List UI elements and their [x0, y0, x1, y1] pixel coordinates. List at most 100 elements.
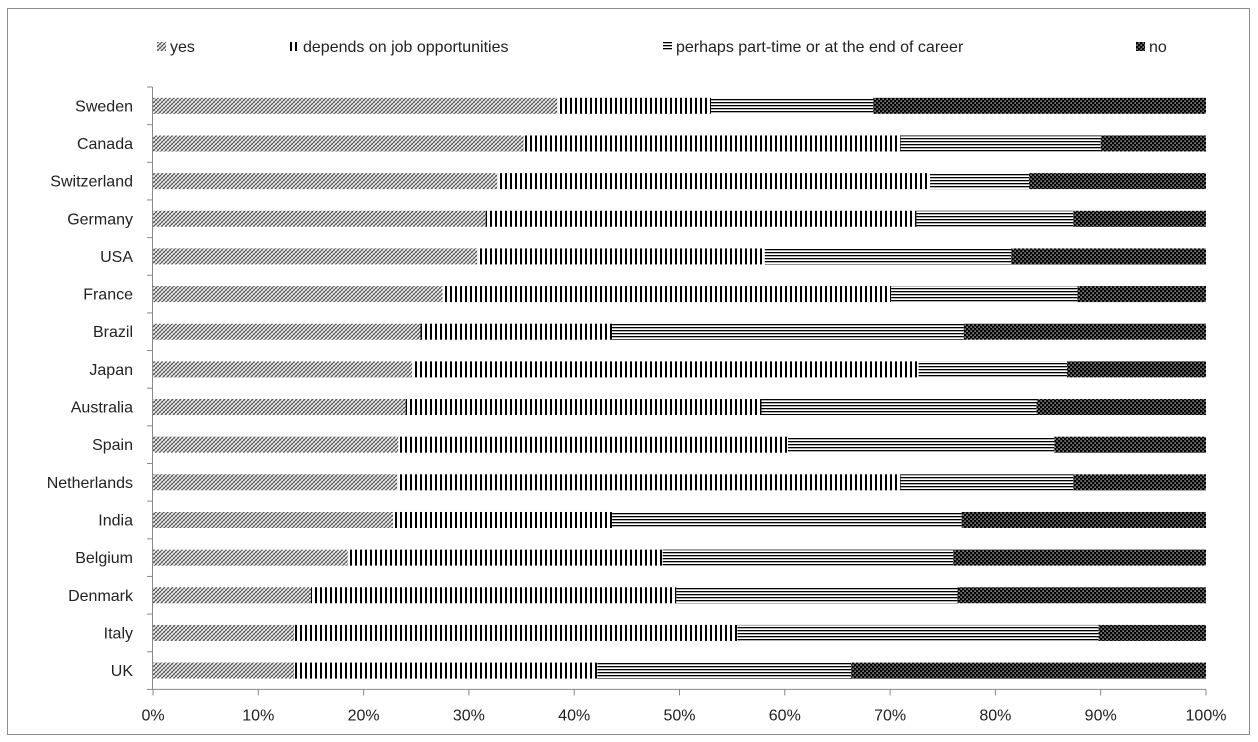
bar-india-perhaps-part-time-or-at-the-end-of-career [612, 511, 962, 528]
legend-label: yes [170, 39, 195, 56]
x-tick-label: 50% [663, 707, 695, 724]
bar-netherlands-perhaps-part-time-or-at-the-end-of-career [900, 474, 1074, 491]
bar-india-depends-on-job-opportunities [393, 511, 613, 528]
x-tick-label: 80% [979, 707, 1011, 724]
bar-france-yes [153, 286, 443, 303]
legend-label: perhaps part-time or at the end of caree… [676, 39, 964, 56]
category-label-uk: UK [111, 663, 134, 680]
bar-belgium-yes [153, 549, 348, 566]
bar-usa-perhaps-part-time-or-at-the-end-of-career [764, 248, 1012, 265]
bar-japan-no [1067, 361, 1206, 378]
legend-label: no [1149, 39, 1167, 56]
bar-australia-perhaps-part-time-or-at-the-end-of-career [761, 399, 1037, 416]
bar-belgium-depends-on-job-opportunities [347, 549, 663, 566]
x-tick-label: 100% [1186, 707, 1227, 724]
bar-australia-no [1036, 399, 1206, 416]
axes: Sweden Canada Switzerland Germany USA France B… [47, 86, 1227, 724]
bar-usa-depends-on-job-opportunities [477, 248, 765, 265]
x-tick-label: 0% [141, 707, 164, 724]
bar-france-no [1077, 286, 1206, 303]
bar-canada-yes [153, 135, 524, 152]
bar-brazil-perhaps-part-time-or-at-the-end-of-career [612, 323, 964, 340]
bar-sweden-yes [153, 97, 558, 114]
category-label-usa: USA [100, 249, 133, 266]
category-label-brazil: Brazil [93, 324, 133, 341]
bar-uk-yes [153, 662, 295, 679]
bar-brazil-depends-on-job-opportunities [420, 323, 613, 340]
bar-italy-yes [153, 624, 295, 641]
legend: yes depends on job opportunities perhaps p… [157, 39, 1167, 56]
bar-sweden-depends-on-job-opportunities [557, 97, 712, 114]
bar-uk-depends-on-job-opportunities [294, 662, 598, 679]
bar-france-depends-on-job-opportunities [442, 286, 892, 303]
bar-switzerland-yes [153, 173, 498, 190]
x-tick-label: 30% [453, 707, 485, 724]
legend-swatch [663, 42, 672, 51]
x-tick-label: 70% [874, 707, 906, 724]
bar-netherlands-depends-on-job-opportunities [397, 474, 901, 491]
bar-brazil-yes [153, 323, 421, 340]
bar-spain-depends-on-job-opportunities [398, 436, 788, 453]
legend-item-perhaps-part-time-or-at-the-end-of-career: perhaps part-time or at the end of caree… [663, 39, 964, 56]
bar-italy-depends-on-job-opportunities [294, 624, 738, 641]
bar-uk-no [851, 662, 1206, 679]
x-tick-label: 40% [558, 707, 590, 724]
bar-brazil-no [963, 323, 1206, 340]
bar-spain-no [1054, 436, 1206, 453]
bar-australia-depends-on-job-opportunities [405, 399, 762, 416]
bar-switzerland-perhaps-part-time-or-at-the-end-of-career [930, 173, 1030, 190]
bar-japan-perhaps-part-time-or-at-the-end-of-career [918, 361, 1068, 378]
bar-germany-depends-on-job-opportunities [485, 210, 917, 227]
bar-canada-perhaps-part-time-or-at-the-end-of-career [900, 135, 1101, 152]
category-label-canada: Canada [77, 136, 133, 153]
bar-switzerland-no [1029, 173, 1206, 190]
bar-denmark-yes [153, 587, 311, 604]
legend-swatch [157, 42, 166, 51]
bar-italy-perhaps-part-time-or-at-the-end-of-career [737, 624, 1099, 641]
chart-border [7, 8, 1250, 735]
bar-italy-no [1098, 624, 1206, 641]
bar-belgium-perhaps-part-time-or-at-the-end-of-career [662, 549, 954, 566]
bar-netherlands-yes [153, 474, 398, 491]
category-label-sweden: Sweden [75, 98, 133, 115]
bar-india-no [961, 511, 1206, 528]
category-label-switzerland: Switzerland [50, 174, 133, 191]
legend-label: depends on job opportunities [303, 39, 509, 56]
category-label-spain: Spain [92, 437, 133, 454]
category-label-netherlands: Netherlands [47, 475, 133, 492]
x-tick-label: 10% [242, 707, 274, 724]
bar-denmark-perhaps-part-time-or-at-the-end-of-career [676, 587, 958, 604]
bar-netherlands-no [1073, 474, 1206, 491]
bar-germany-no [1073, 210, 1206, 227]
legend-swatch [1136, 42, 1145, 51]
bar-spain-perhaps-part-time-or-at-the-end-of-career [787, 436, 1055, 453]
bar-japan-depends-on-job-opportunities [412, 361, 919, 378]
legend-swatch [290, 42, 299, 51]
bar-sweden-perhaps-part-time-or-at-the-end-of-career [711, 97, 874, 114]
bar-india-yes [153, 511, 394, 528]
bar-switzerland-depends-on-job-opportunities [497, 173, 931, 190]
bar-sweden-no [873, 97, 1206, 114]
bar-france-perhaps-part-time-or-at-the-end-of-career [891, 286, 1078, 303]
category-label-belgium: Belgium [75, 550, 133, 567]
bar-belgium-no [953, 549, 1206, 566]
category-label-france: France [83, 287, 133, 304]
category-label-italy: Italy [104, 625, 133, 642]
category-label-japan: Japan [89, 362, 133, 379]
bar-japan-yes [153, 361, 413, 378]
legend-item-yes: yes [157, 39, 195, 56]
category-label-germany: Germany [67, 211, 133, 228]
x-tick-label: 90% [1085, 707, 1117, 724]
x-tick-label: 60% [769, 707, 801, 724]
x-tick-label: 20% [348, 707, 380, 724]
legend-item-depends-on-job-opportunities: depends on job opportunities [290, 39, 509, 56]
bar-denmark-depends-on-job-opportunities [310, 587, 677, 604]
category-label-denmark: Denmark [68, 588, 134, 605]
bar-usa-no [1011, 248, 1206, 265]
category-label-india: India [98, 512, 133, 529]
bars [153, 97, 1206, 679]
bar-canada-depends-on-job-opportunities [523, 135, 901, 152]
bar-uk-perhaps-part-time-or-at-the-end-of-career [597, 662, 852, 679]
